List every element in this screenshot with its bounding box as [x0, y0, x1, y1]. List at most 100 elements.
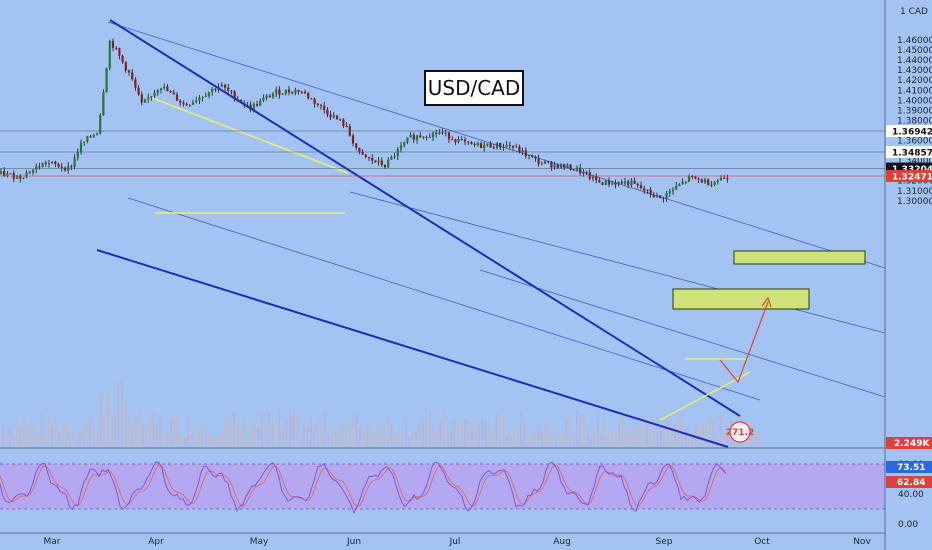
candle-body	[406, 137, 409, 143]
candle-body	[323, 105, 326, 110]
volume-bar	[401, 437, 403, 446]
candle-body	[451, 139, 454, 141]
candle-body	[223, 84, 227, 88]
candle-body	[73, 157, 76, 168]
volume-bar	[320, 427, 323, 446]
candle-body	[377, 160, 380, 163]
volume-bar	[149, 410, 151, 446]
candle-body	[403, 142, 406, 146]
candle-body	[649, 189, 652, 195]
volume-bar	[184, 437, 186, 446]
volume-bar	[611, 428, 613, 446]
volume-bar	[65, 422, 67, 446]
volume-bar	[705, 422, 708, 446]
volume-bar	[548, 435, 550, 446]
candle-body	[687, 176, 691, 182]
candle-body	[364, 154, 367, 158]
volume-bar	[649, 419, 652, 446]
volume-bar	[569, 413, 571, 446]
volume-bar	[23, 419, 25, 446]
level-tag-text: 1.36942	[892, 128, 932, 138]
volume-bar	[54, 419, 57, 446]
candle-body	[371, 158, 374, 161]
wedge-lower-line	[96, 249, 729, 448]
volume-bar	[257, 427, 260, 446]
volume-bar	[660, 430, 662, 446]
month-label: Oct	[754, 537, 770, 547]
candle-body	[531, 154, 534, 157]
candle-body	[127, 70, 131, 73]
target-zone-lower	[672, 288, 810, 310]
price-tick: 1.41000	[897, 86, 932, 96]
candle-body	[515, 146, 518, 148]
candle-body	[521, 150, 524, 153]
candle-body	[166, 86, 169, 91]
candle-body	[511, 145, 515, 148]
candle-body	[121, 55, 124, 62]
candle-body	[111, 40, 115, 48]
volume-tag	[886, 437, 932, 449]
candle-body	[3, 170, 6, 176]
candle-body	[595, 176, 598, 181]
volume-bar	[334, 423, 337, 446]
volume-bar	[110, 415, 113, 446]
volume-bar	[352, 417, 354, 446]
projection-path	[719, 301, 769, 384]
volume-bar	[429, 411, 431, 446]
candle-body	[6, 173, 9, 176]
candle-body	[329, 114, 332, 118]
price-tick: 1.30000	[897, 197, 932, 207]
candle-body	[691, 176, 694, 178]
volume-bar	[159, 415, 162, 446]
volume-bar	[40, 411, 43, 446]
volume-bar	[443, 410, 445, 446]
volume-bar	[579, 416, 582, 446]
candle-body	[31, 169, 35, 173]
rsi-tick: 40.00	[898, 490, 924, 500]
volume-bar	[600, 433, 603, 446]
event-badge	[729, 421, 751, 443]
candle-body	[0, 170, 3, 174]
candle-body	[291, 92, 294, 94]
volume-bar	[674, 431, 676, 446]
candle-body	[172, 92, 175, 95]
currency-label: 1 CAD	[900, 7, 928, 17]
volume-bar	[481, 417, 484, 446]
candle-body	[646, 189, 649, 191]
candle-body	[467, 141, 470, 143]
volume-bar	[128, 414, 130, 446]
candle-body	[281, 93, 284, 95]
volume-bar	[695, 425, 697, 446]
volume-bar	[93, 425, 95, 446]
volume-bar	[646, 423, 648, 446]
volume-bar	[271, 424, 274, 446]
candle-body	[611, 182, 614, 185]
candle-body	[41, 162, 44, 167]
candle-body	[425, 136, 428, 138]
candle-body	[684, 181, 687, 183]
candle-body	[447, 132, 451, 140]
volume-bar	[201, 428, 204, 446]
volume-bar	[457, 418, 459, 446]
volume-bar	[5, 434, 8, 446]
trend-drawings: 271.2	[0, 19, 886, 448]
candle-body	[387, 159, 390, 168]
volume-bar	[488, 427, 491, 446]
candle-body	[211, 88, 214, 93]
candle-body	[188, 104, 191, 106]
volume-bar	[72, 428, 74, 446]
volume-bar	[208, 434, 211, 446]
volume-bar	[450, 433, 452, 446]
volume-bar	[177, 414, 179, 446]
candle-body	[63, 167, 67, 171]
price-tick: 1.34000	[897, 157, 932, 167]
volume-bar	[236, 420, 239, 446]
candle-body	[463, 139, 467, 142]
candle-body	[601, 182, 604, 186]
event-badge-text: 271.2	[726, 428, 754, 438]
volume-bar	[621, 411, 624, 446]
price-tick: 1.44000	[897, 56, 932, 66]
price-tick: 1.43000	[897, 66, 932, 76]
price-tick: 1.46000	[897, 36, 932, 46]
candle-body	[620, 181, 623, 184]
